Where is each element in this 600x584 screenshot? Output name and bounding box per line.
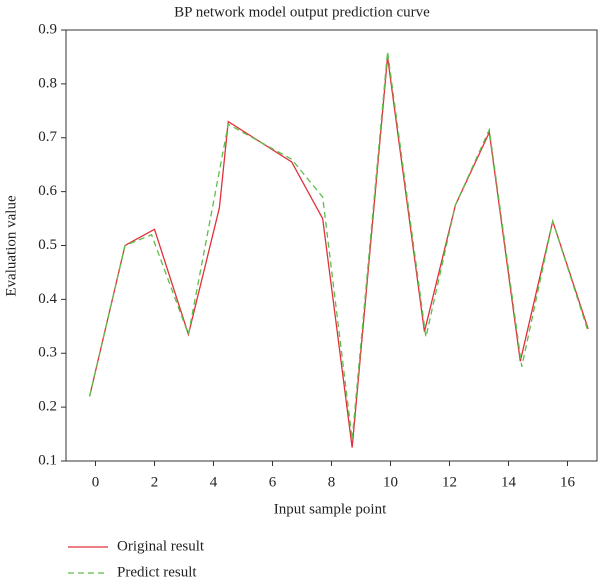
y-tick-label: 0.4	[38, 291, 57, 307]
y-tick-label: 0.8	[38, 75, 57, 91]
y-tick-label: 0.1	[38, 452, 57, 468]
y-tick-label: 0.3	[38, 345, 57, 361]
y-tick-label: 0.6	[38, 183, 57, 199]
x-tick-label: 8	[328, 474, 336, 490]
series-line	[88, 56, 589, 448]
y-tick-label: 0.7	[38, 129, 57, 145]
y-axis-label: Evaluation value	[3, 195, 19, 297]
y-tick-label: 0.9	[38, 21, 57, 37]
x-tick-label: 14	[501, 474, 517, 490]
y-tick-label: 0.2	[38, 399, 57, 415]
x-tick-label: 2	[151, 474, 159, 490]
x-tick-label: 6	[269, 474, 277, 490]
x-tick-label: 0	[92, 474, 100, 490]
chart-title: BP network model output prediction curve	[174, 4, 430, 20]
x-tick-label: 16	[560, 474, 576, 490]
x-tick-label: 12	[442, 474, 457, 490]
x-tick-label: 4	[210, 474, 218, 490]
legend-label: Original result	[117, 538, 205, 554]
plot-frame	[65, 29, 598, 462]
x-tick-label: 10	[383, 474, 398, 490]
series-line	[88, 51, 589, 440]
x-axis-label: Input sample point	[274, 501, 387, 517]
y-tick-label: 0.5	[38, 237, 57, 253]
legend-label: Predict result	[117, 564, 197, 580]
